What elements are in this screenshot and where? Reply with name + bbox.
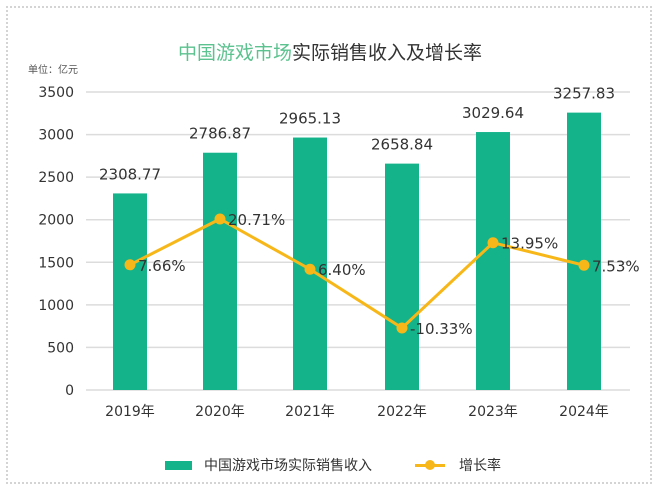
dotted-frame — [6, 6, 652, 484]
x-tick-label: 2024年 — [559, 404, 609, 420]
bar — [567, 112, 601, 390]
growth-data-label: 20.71% — [228, 211, 285, 229]
y-tick-label: 500 — [47, 340, 74, 356]
x-tick-label: 2021年 — [285, 404, 335, 420]
bar-data-label: 2786.87 — [189, 125, 251, 143]
x-tick-label: 2023年 — [468, 404, 518, 420]
y-tick-label: 1000 — [38, 298, 74, 314]
x-tick-label: 2020年 — [195, 404, 245, 420]
growth-point — [487, 237, 499, 249]
bar-data-label: 2658.84 — [371, 136, 433, 154]
bar-data-label: 2308.77 — [99, 165, 161, 183]
y-tick-label: 3000 — [38, 128, 74, 144]
growth-point — [124, 259, 136, 271]
legend-label-growth: 增长率 — [459, 458, 501, 474]
y-tick-label: 3500 — [38, 85, 74, 101]
growth-point — [578, 259, 590, 271]
bar — [113, 193, 147, 390]
growth-data-label: 6.40% — [318, 261, 366, 279]
y-tick-label: 2500 — [38, 170, 74, 186]
bar-data-label: 3257.83 — [553, 85, 615, 103]
growth-data-label: 7.53% — [592, 257, 640, 275]
legend-item-growth: 增长率 — [415, 455, 501, 475]
growth-line — [129, 217, 585, 330]
x-tick-label: 2022年 — [377, 404, 427, 420]
legend-line-swatch — [415, 459, 445, 470]
bar — [476, 132, 510, 390]
bar-data-label: 2965.13 — [279, 110, 341, 128]
bar — [203, 152, 237, 390]
chart-title: 中国游戏市场实际销售收入及增长率 — [0, 38, 660, 65]
title-highlight: 中国游戏市场 — [177, 42, 292, 64]
legend-bar-swatch — [165, 460, 192, 470]
growth-point — [396, 322, 408, 334]
bar — [385, 163, 419, 390]
y-tick-label: 1500 — [38, 255, 74, 271]
growth-point — [304, 263, 316, 275]
legend-item-revenue: 中国游戏市场实际销售收入 — [165, 455, 372, 475]
growth-data-label: 13.95% — [501, 235, 558, 253]
y-tick-label: 0 — [65, 383, 74, 399]
growth-data-label: 7.66% — [138, 257, 186, 275]
legend-label-revenue: 中国游戏市场实际销售收入 — [204, 458, 372, 474]
growth-data-label: -10.33% — [410, 320, 473, 338]
bar-data-label: 3029.64 — [462, 104, 524, 122]
y-tick-label: 2000 — [38, 213, 74, 229]
x-tick-label: 2019年 — [105, 404, 155, 420]
unit-label: 单位：亿元 — [28, 65, 78, 76]
growth-point — [214, 213, 226, 225]
title-rest: 实际销售收入及增长率 — [292, 42, 483, 64]
